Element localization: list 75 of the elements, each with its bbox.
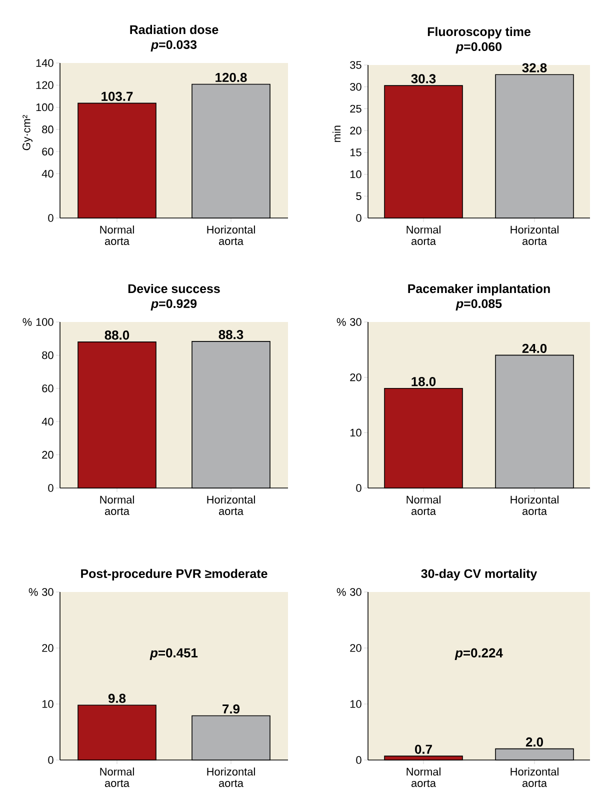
data-label: 103.7 [102, 92, 133, 101]
y-tick-label: 30 [42, 588, 54, 596]
y-tick-label: 0 [48, 214, 54, 222]
chart-subtitle: p=0.085 [456, 299, 502, 310]
y-tick-label: 0 [356, 756, 362, 764]
y-tick-label: 80 [42, 351, 54, 360]
y-axis-title: % [336, 318, 346, 326]
chart-title: Radiation dose [130, 24, 218, 34]
y-tick-label: 20 [350, 126, 362, 134]
y-tick-label: 20 [42, 644, 54, 652]
y-tick-label: 10 [350, 428, 362, 437]
chart-title: 30-day CV mortality [421, 568, 538, 580]
annotation: p=0.451 [150, 648, 198, 660]
y-tick-label: 30 [350, 588, 362, 596]
y-tick-label: 0 [48, 756, 54, 764]
y-tick-label: 40 [42, 418, 54, 426]
y-tick-label: 5 [356, 192, 362, 200]
y-tick-label: 10 [350, 700, 362, 708]
data-label: 18.0 [412, 377, 436, 386]
data-label: 24.0 [522, 344, 547, 353]
chart-subtitle: p=0.929 [150, 299, 197, 310]
chart-title: Device success [128, 284, 220, 294]
y-tick-label: 10 [42, 700, 54, 708]
y-tick-label: 120 [36, 81, 54, 90]
data-label: 32.8 [522, 63, 547, 72]
y-tick-label: 40 [42, 170, 54, 178]
y-axis-title: % [336, 588, 346, 596]
data-label: 7.9 [222, 704, 240, 714]
y-tick-label: 25 [350, 104, 362, 113]
x-tick-label: Horizontal aorta [510, 768, 558, 788]
y-tick-label: 20 [350, 373, 362, 382]
x-tick-label: Horizontal aorta [510, 226, 558, 246]
chart-title: Pacemaker implantation [408, 284, 550, 296]
x-tick-label: Normal aorta [100, 226, 134, 246]
x-tick-label: Horizontal aorta [207, 226, 255, 246]
data-label: 0.7 [415, 744, 432, 754]
x-tick-label: Normal aorta [100, 496, 134, 516]
x-tick-label: Horizontal aorta [207, 496, 255, 516]
y-tick-label: 30 [350, 318, 362, 326]
annotation: p=0.224 [454, 648, 503, 660]
x-tick-label: Normal aorta [100, 768, 134, 788]
y-tick-label: 20 [42, 450, 54, 459]
y-tick-label: 0 [356, 484, 362, 492]
chart-title: Post-procedure PVR ≥moderate [81, 568, 268, 580]
y-tick-label: 30 [350, 82, 362, 91]
y-tick-label: 60 [42, 148, 54, 156]
y-axis-title: % [28, 588, 38, 596]
x-tick-label: Horizontal aorta [207, 768, 255, 788]
y-tick-label: 100 [36, 318, 54, 326]
data-label: 30.3 [411, 74, 436, 84]
y-tick-label: 0 [48, 484, 54, 492]
chart-subtitle: p=0.060 [456, 42, 502, 54]
x-tick-label: Normal aorta [406, 768, 440, 788]
y-tick-label: 20 [350, 644, 362, 652]
data-label: 88.0 [104, 330, 130, 340]
y-tick-label: 140 [36, 59, 54, 67]
data-label: 120.8 [216, 72, 247, 82]
y-tick-label: 80 [42, 126, 54, 134]
x-tick-label: Horizontal aorta [510, 496, 558, 516]
y-tick-label: 35 [350, 61, 362, 69]
y-tick-label: 60 [42, 384, 54, 392]
x-tick-label: Normal aorta [406, 496, 440, 516]
y-axis-title: % [22, 318, 32, 326]
y-tick-label: 10 [350, 170, 362, 178]
x-tick-label: Normal aorta [406, 226, 440, 246]
data-label: 9.8 [108, 694, 126, 703]
y-tick-label: 0 [356, 214, 362, 222]
chart-subtitle: p=0.033 [150, 40, 197, 52]
chart-title: Fluoroscopy time [428, 26, 530, 39]
y-axis-title: Gy·cm² [22, 115, 32, 150]
data-label: 88.3 [218, 330, 244, 340]
data-label: 2.0 [526, 737, 543, 747]
y-tick-label: 100 [36, 103, 54, 112]
y-tick-label: 15 [350, 148, 362, 156]
y-axis-title: min [332, 126, 340, 142]
